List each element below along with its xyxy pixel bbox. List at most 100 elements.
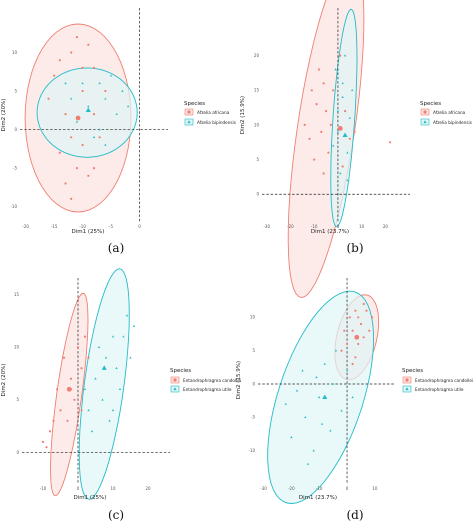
point-b-1-1 [325,110,328,113]
point-b-2-2 [346,151,349,154]
point-b-1-11 [327,151,330,154]
xtick-d-1: -20 [288,486,295,491]
point-c-2-3 [118,387,122,391]
point-b-1-12 [303,123,306,126]
point-a-1-17 [70,136,73,139]
xtick-c-2: 10 [110,486,116,491]
centroid-b-2 [342,132,348,138]
ytick-a-0: -10 [10,204,17,209]
legend-key-c-1 [170,376,180,384]
point-a-2-11 [126,105,130,108]
ellipse-d-2 [267,290,374,504]
point-b-1-14 [341,165,344,168]
point-a-1-7 [64,113,67,116]
point-a-1-15 [47,97,50,100]
ytick-b-1: 5 [256,157,259,162]
point-b-1-17 [320,130,323,133]
ytick-d-4: 10 [250,315,256,320]
point-c-2-15 [132,324,136,327]
legend-label-d-2: Entandrophragma utile [415,387,464,392]
plot-d: -30 -20 -10 0 10 -10 -5 0 5 10 [248,278,394,504]
xlabel-a: Dim1 (25%) [72,229,105,235]
legend-key-b-2 [420,118,430,126]
point-b-1-8 [348,137,351,140]
xtick-a-3: -5 [109,224,113,229]
point-a-1-4 [75,167,78,170]
point-d-1-9 [368,329,371,332]
ylabel-b: Dim2 (15.9%) [240,96,246,134]
point-a-1-11 [92,66,96,69]
point-b-1-13 [322,82,325,85]
legend-label-c-1: Entandrophragma candollei [183,378,241,383]
point-a-1-12 [75,36,78,39]
ytick-d-3: 5 [252,348,255,353]
ytick-a-3: 5 [14,88,17,93]
centroid-b-1 [337,125,343,131]
caption-a: (a) [108,241,125,255]
ytick-c-1: 5 [16,397,19,402]
point-a-1-9 [81,143,84,147]
point-a-2-7 [109,74,113,77]
plot-a: -20 -15 -10 -5 0 -10 -5 0 5 10 [10,8,168,229]
point-c-1-10 [73,398,76,401]
point-c-2-11 [90,430,94,433]
point-d-2-9 [345,369,349,372]
point-d-2-1 [304,416,307,419]
point-a-2-10 [75,120,79,123]
ytick-a-2: 0 [14,127,17,132]
legend-key-c-2 [170,385,180,393]
point-c-1-5 [66,419,69,422]
point-b-2-0 [336,130,340,133]
panel-c: -10 0 10 20 0 5 10 15 Dim1 (25%) Dim2 (20%) Spe… [1,268,241,522]
point-c-1-0 [48,430,52,433]
legend-d: Species Entandrophragma candollei Entand… [402,368,473,393]
point-a-1-10 [58,151,61,154]
xtick-b-4: 10 [359,224,365,229]
xtick-a-1: -15 [51,224,58,229]
point-c-1-15 [80,409,83,412]
point-d-2-15 [301,369,304,372]
xtick-d-3: 0 [346,486,349,491]
point-b-1-7 [332,89,335,92]
centroid-c-2 [101,365,107,370]
point-b-2-10 [346,179,349,182]
point-c-2-8 [115,366,118,369]
legend-label-d-1: Entandrophragma candollei [415,378,473,383]
legend-a: Species Afzelia africana Afzelia bipinde… [184,101,236,126]
point-b-2-5 [339,172,342,175]
point-a-1-19 [58,59,61,62]
point-a-1-13 [64,182,67,185]
legend-label-b-1: Afzelia africana [433,110,466,115]
panel-d: -30 -20 -10 0 10 -10 -5 0 5 10 Dim1 (23.7%) Dim2 … [236,278,473,522]
point-b-2-7 [332,144,335,147]
point-d-2-0 [318,396,321,399]
point-a-2-6 [92,135,96,139]
plot-b: -30 -20 -10 0 10 20 0 5 10 15 20 [254,0,410,298]
ytick-a-4: 10 [12,50,18,55]
legend-label-c-2: Entandrophragma utile [183,387,232,392]
point-c-1-13 [45,446,48,449]
point-d-2-13 [320,422,324,425]
legend-title-c: Species [170,368,191,374]
point-a-1-14 [87,43,90,46]
xtick-b-5: 20 [383,224,389,229]
point-a-1-0 [53,74,56,77]
xlabel-b: Dim1 (23.7%) [311,229,349,235]
ytick-d-2: 0 [252,381,255,386]
point-a-1-6 [70,197,73,200]
xtick-c-3: 20 [145,486,151,491]
point-d-2-6 [340,409,343,412]
point-c-1-11 [52,419,55,422]
point-c-2-7 [108,419,111,422]
point-b-1-6 [308,137,311,140]
point-a-2-1 [104,97,107,100]
point-c-2-4 [87,409,90,412]
point-b-1-16 [353,130,356,133]
panel-a: -20 -15 -10 -5 0 -10 -5 0 5 10 Dim1 (25%) Dim2 (2… [1,8,236,255]
point-c-1-2 [69,377,73,380]
point-d-2-7 [295,389,299,392]
xtick-a-4: 0 [138,224,141,229]
point-c-2-0 [94,377,97,380]
xtick-c-1: 0 [77,486,80,491]
ellipse-a-2 [36,67,138,158]
